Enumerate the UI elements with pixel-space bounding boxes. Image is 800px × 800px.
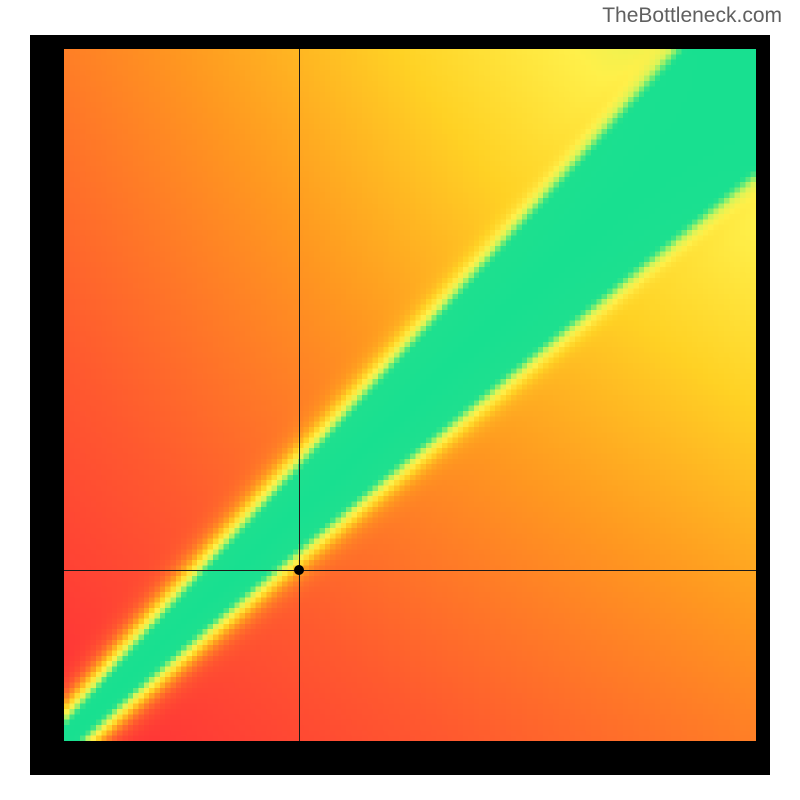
heatmap-canvas <box>64 49 756 741</box>
crosshair-horizontal <box>64 570 756 571</box>
watermark-text: TheBottleneck.com <box>602 4 782 28</box>
crosshair-marker <box>294 565 304 575</box>
chart-frame <box>30 35 770 775</box>
chart-plot-area <box>64 49 756 741</box>
crosshair-vertical <box>299 49 300 741</box>
